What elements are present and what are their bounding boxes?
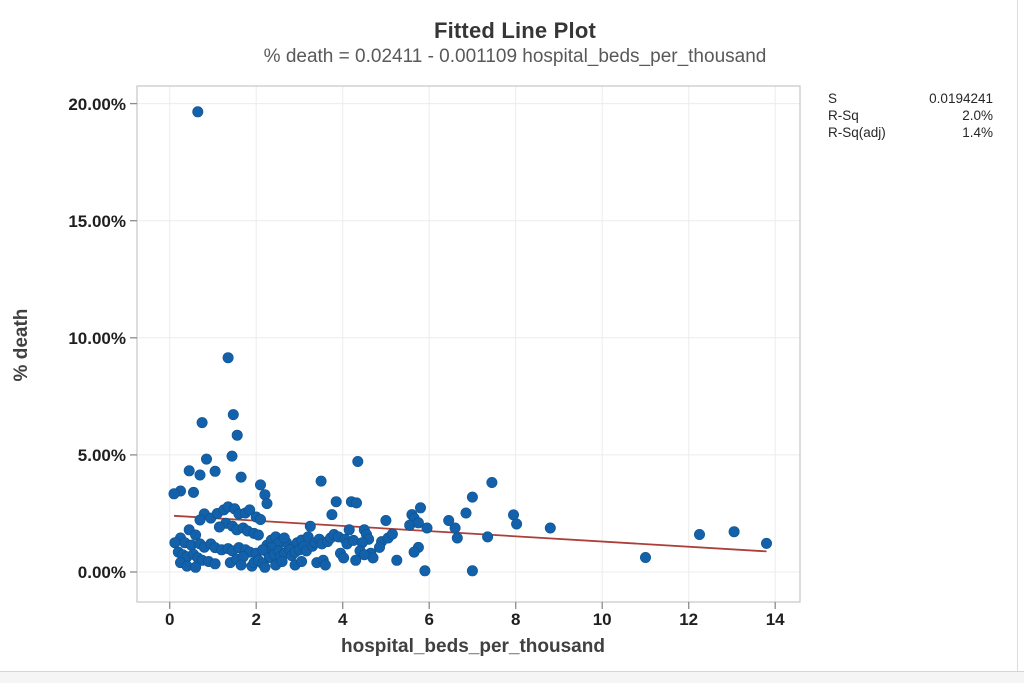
data-point[interactable] <box>276 555 288 567</box>
data-point[interactable] <box>209 558 221 570</box>
data-point[interactable] <box>209 465 221 477</box>
data-point[interactable] <box>728 526 740 538</box>
data-point[interactable] <box>192 106 204 118</box>
plot-frame <box>136 85 801 603</box>
stats-row-rsq: R-Sq 2.0% <box>828 107 993 124</box>
data-point[interactable] <box>466 565 478 577</box>
data-point[interactable] <box>201 453 213 465</box>
data-point[interactable] <box>226 450 238 462</box>
data-point[interactable] <box>511 518 523 530</box>
data-point[interactable] <box>330 496 342 508</box>
chart-title: Fitted Line Plot <box>433 18 597 43</box>
stats-row-rsq-adj: R-Sq(adj) 1.4% <box>828 124 993 141</box>
data-point[interactable] <box>235 559 247 571</box>
x-tick-label: 4 <box>337 610 348 629</box>
data-point[interactable] <box>259 561 271 573</box>
data-point[interactable] <box>451 532 463 544</box>
y-tick-label: 10.00% <box>68 328 126 348</box>
data-point[interactable] <box>391 554 403 566</box>
window-bottom-strip <box>0 672 1024 683</box>
x-tick-label: 6 <box>424 610 434 629</box>
data-point[interactable] <box>352 455 364 467</box>
y-tick-label: 5.00% <box>77 445 126 465</box>
data-point[interactable] <box>380 514 392 526</box>
model-summary-table: S 0.0194241 R-Sq 2.0% R-Sq(adj) 1.4% <box>828 90 993 141</box>
data-point[interactable] <box>466 491 478 503</box>
y-tick-label: 20.00% <box>68 94 126 114</box>
data-point[interactable] <box>350 497 362 509</box>
data-point[interactable] <box>319 559 331 571</box>
stat-label: R-Sq <box>828 108 859 123</box>
data-point[interactable] <box>338 552 350 564</box>
data-point[interactable] <box>213 521 225 533</box>
x-tick-label: 12 <box>679 610 699 629</box>
data-point[interactable] <box>443 514 455 526</box>
y-axis-title: % death <box>11 308 32 382</box>
data-point[interactable] <box>255 479 267 491</box>
data-point[interactable] <box>350 554 362 566</box>
x-tick-label: 14 <box>765 610 785 629</box>
window-right-border <box>1017 0 1018 672</box>
data-point[interactable] <box>168 488 180 500</box>
y-tick-label: 15.00% <box>68 211 126 231</box>
data-point[interactable] <box>194 514 206 526</box>
x-tick-label: 0 <box>164 610 175 629</box>
data-point[interactable] <box>304 520 316 532</box>
stat-label: S <box>828 91 838 106</box>
data-point[interactable] <box>196 417 208 429</box>
data-point[interactable] <box>639 551 651 563</box>
data-point[interactable] <box>278 532 290 544</box>
data-point[interactable] <box>343 524 355 536</box>
x-tick-label: 8 <box>510 610 521 629</box>
data-point[interactable] <box>326 509 338 521</box>
data-point[interactable] <box>255 513 267 525</box>
data-point[interactable] <box>412 517 424 529</box>
x-axis-title: hospital_beds_per_thousand <box>341 636 605 657</box>
data-point[interactable] <box>414 502 426 514</box>
data-point[interactable] <box>421 522 433 534</box>
stat-value: 2.0% <box>962 108 993 123</box>
data-point[interactable] <box>261 498 273 510</box>
data-point[interactable] <box>227 409 239 421</box>
data-point[interactable] <box>482 531 494 543</box>
data-point[interactable] <box>386 528 398 540</box>
data-point[interactable] <box>358 549 370 561</box>
stat-label: R-Sq(adj) <box>828 125 886 140</box>
data-point[interactable] <box>315 475 327 487</box>
data-point[interactable] <box>373 541 385 553</box>
data-point[interactable] <box>419 565 431 577</box>
data-point[interactable] <box>231 429 243 441</box>
data-point[interactable] <box>194 469 206 481</box>
data-point[interactable] <box>408 546 420 558</box>
data-point[interactable] <box>222 352 234 364</box>
data-point[interactable] <box>760 537 772 549</box>
data-point[interactable] <box>252 529 264 541</box>
fitted-regression-line[interactable] <box>173 514 767 553</box>
stat-value: 1.4% <box>962 125 993 140</box>
stats-row-s: S 0.0194241 <box>828 90 993 107</box>
data-point[interactable] <box>693 528 705 540</box>
data-point[interactable] <box>486 476 498 488</box>
data-point[interactable] <box>183 465 195 477</box>
x-tick-label: 10 <box>592 610 612 629</box>
data-point[interactable] <box>257 544 269 556</box>
stat-value: 0.0194241 <box>929 91 993 106</box>
y-tick-label: 0.00% <box>77 563 126 582</box>
data-point[interactable] <box>169 537 181 549</box>
data-point[interactable] <box>544 522 556 534</box>
data-point[interactable] <box>460 507 472 519</box>
data-point[interactable] <box>449 522 461 534</box>
regression-equation-subtitle: % death = 0.02411 - 0.001109 hospital_be… <box>263 46 767 67</box>
data-point[interactable] <box>188 486 200 498</box>
data-point[interactable] <box>235 471 247 483</box>
data-point[interactable] <box>190 529 202 541</box>
x-tick-label: 2 <box>251 610 261 629</box>
data-point[interactable] <box>296 555 308 567</box>
window-bottom-border <box>0 671 1024 672</box>
data-point[interactable] <box>244 504 256 516</box>
data-point[interactable] <box>190 561 202 573</box>
